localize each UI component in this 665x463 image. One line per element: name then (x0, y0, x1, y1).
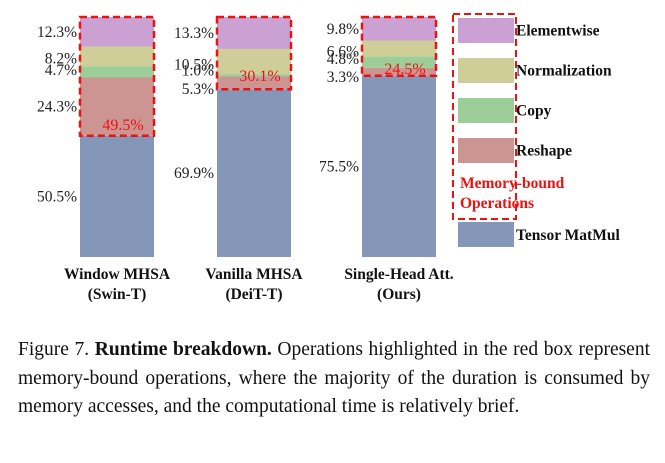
bar-segment-reshape (80, 77, 154, 136)
category-label: Window MHSA (64, 266, 171, 283)
legend-label: Copy (516, 103, 552, 120)
segment-value-label: 13.3% (174, 25, 214, 42)
bar-segment-elementwise (362, 17, 436, 41)
bar-segment-normalization (80, 46, 154, 67)
bar-segment-normalization (362, 40, 436, 57)
category-label-sub: (DeiT-T) (225, 286, 282, 303)
bar-segment-copy (80, 66, 154, 78)
legend-swatch-tensor-matmul (458, 222, 514, 247)
bar-segment-normalization (217, 48, 291, 75)
legend-label: Tensor MatMul (516, 227, 620, 244)
legend-label: Reshape (516, 143, 572, 160)
segment-value-label: 1.0% (182, 62, 214, 79)
caption-label: Figure 7. (18, 339, 90, 360)
memory-bound-total-label: 24.5% (384, 61, 425, 78)
figure-caption: Figure 7. Runtime breakdown. Operations … (18, 336, 650, 422)
segment-value-label: 9.8% (327, 21, 359, 38)
category-label-sub: (Swin-T) (88, 286, 147, 303)
caption-title: Runtime breakdown. (94, 339, 272, 360)
memory-bound-box (360, 15, 438, 78)
segment-value-label: 10.5% (174, 57, 214, 74)
bar-segment-tensor-matmul (217, 89, 291, 258)
bar-segment-tensor-matmul (80, 135, 154, 257)
memory-bound-legend-title: Memory-bound (460, 175, 565, 192)
bar-segment-elementwise (217, 17, 291, 49)
bar-segment-reshape (217, 76, 291, 90)
legend-memory-bound-box (452, 13, 517, 220)
bar-segment-tensor-matmul (362, 75, 436, 257)
bar-segment-reshape (362, 67, 436, 76)
legend-label: Normalization (516, 63, 612, 80)
caption-text: Operations highlighted in the red box re… (18, 339, 651, 417)
category-label-sub: (Ours) (377, 286, 421, 303)
legend-label: Elementwise (516, 23, 600, 40)
segment-value-label: 24.3% (37, 99, 77, 116)
legend-swatch-elementwise (458, 18, 514, 43)
segment-value-label: 4.8% (327, 51, 359, 68)
segment-value-label: 8.2% (45, 50, 77, 67)
segment-value-label: 75.5% (319, 158, 359, 175)
segment-value-label: 6.6% (327, 43, 359, 60)
segment-value-label: 69.9% (174, 165, 214, 182)
bar-segment-elementwise (80, 17, 154, 47)
category-label: Single-Head Att. (344, 266, 453, 283)
memory-bound-box (215, 15, 293, 91)
segment-value-label: 3.3% (327, 69, 359, 86)
memory-bound-total-label: 30.1% (239, 68, 280, 85)
legend-swatch-copy (458, 98, 514, 123)
memory-bound-box (78, 15, 156, 138)
memory-bound-total-label: 49.5% (102, 117, 143, 134)
bar-segment-copy (217, 74, 291, 77)
legend-swatch-reshape (458, 138, 514, 163)
bar-segment-copy (362, 56, 436, 68)
segment-value-label: 5.3% (182, 81, 214, 98)
segment-value-label: 12.3% (37, 24, 77, 41)
runtime-breakdown-chart: 50.5% 24.3% 4.7%8.2% 12.3% 49.5% Window MHSA (… (37, 13, 620, 303)
legend-swatch-normalization (458, 58, 514, 83)
segment-value-label: 50.5% (37, 188, 77, 205)
memory-bound-legend-title-line2: Operations (460, 195, 534, 212)
segment-value-label: 4.7% (45, 62, 77, 79)
category-label: Vanilla MHSA (205, 266, 303, 283)
